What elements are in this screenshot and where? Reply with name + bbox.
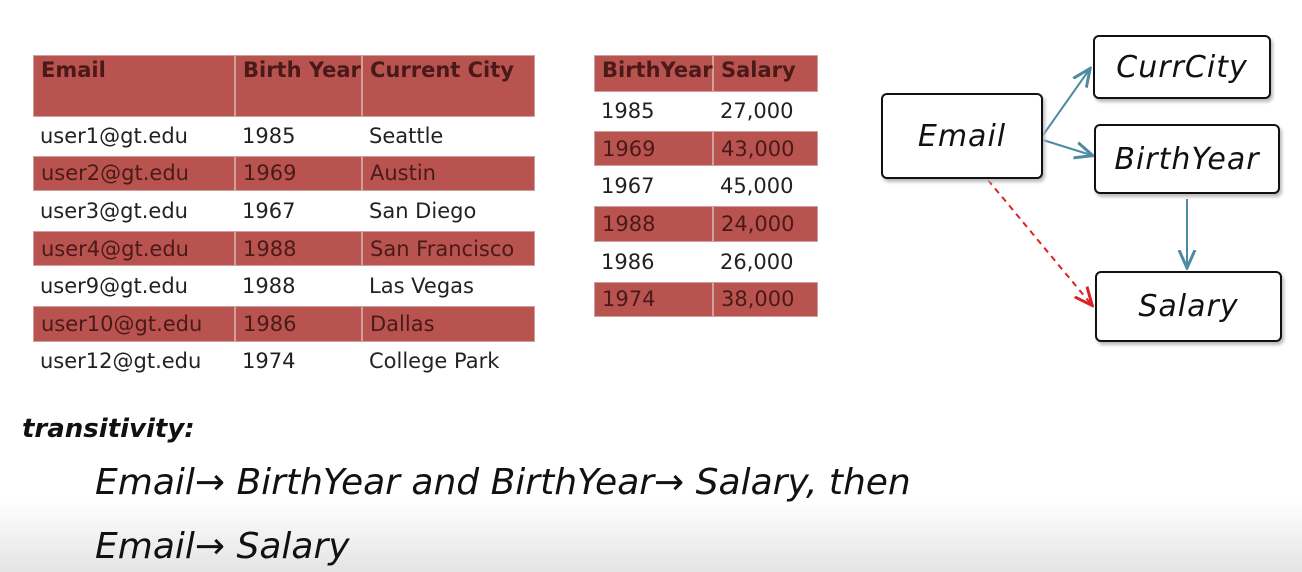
table-cell: user1@gt.edu [40,123,188,148]
table-cell: 1967 [601,174,655,199]
table-cell: Austin [362,155,535,192]
table-cell: user9@gt.edu [40,274,188,299]
node: Salary [1095,271,1282,342]
table-cell: College Park [369,349,500,374]
node: Email [881,93,1043,179]
note-line: Email→ Salary [95,526,350,567]
node: BirthYear [1094,124,1280,194]
table-cell: user10@gt.edu [33,306,235,342]
table-cell: 1986 [601,249,655,274]
table-cell: 1974 [594,281,713,318]
table-cell: 1985 [601,98,655,123]
table-cell: Birth Year [235,55,362,117]
table-cell: BirthYear [594,55,713,92]
table-cell: 1986 [235,306,362,342]
table-cell: 45,000 [720,174,794,199]
table-cell: Las Vegas [369,274,474,299]
table-cell: 26,000 [720,249,794,274]
table-cell: Seattle [369,123,444,148]
table-cell: user2@gt.edu [33,155,235,192]
table-cell: 43,000 [713,130,818,167]
table-cell: 27,000 [720,98,794,123]
table-cell: 1969 [594,130,713,167]
table-cell: Salary [713,55,818,92]
table-cell: 1974 [242,349,296,374]
table-cell: 1967 [242,198,296,223]
table-cell: user12@gt.edu [40,349,202,374]
table-cell: user3@gt.edu [40,198,188,223]
table-cell: San Diego [369,198,477,223]
note-label: transitivity: [22,414,195,444]
table-cell: 24,000 [713,206,818,242]
dashed-arrow [987,179,1091,304]
table-cell: user4@gt.edu [33,230,235,267]
table-cell: Current City [362,55,535,117]
table-cell: Email [33,55,235,117]
node: CurrCity [1093,35,1271,99]
table-cell: Dallas [362,306,535,342]
table-cell: 1988 [242,274,296,299]
arrow [1040,70,1089,139]
table-cell: 1988 [235,230,362,267]
table-cell: San Francisco [362,230,535,267]
table-cell: 1985 [242,123,296,148]
table-cell: 1988 [594,206,713,242]
note-line: Email→ BirthYear and BirthYear→ Salary, … [95,462,911,503]
table-cell: 1969 [235,155,362,192]
arrow [1042,139,1091,155]
table-cell: 38,000 [713,281,818,318]
